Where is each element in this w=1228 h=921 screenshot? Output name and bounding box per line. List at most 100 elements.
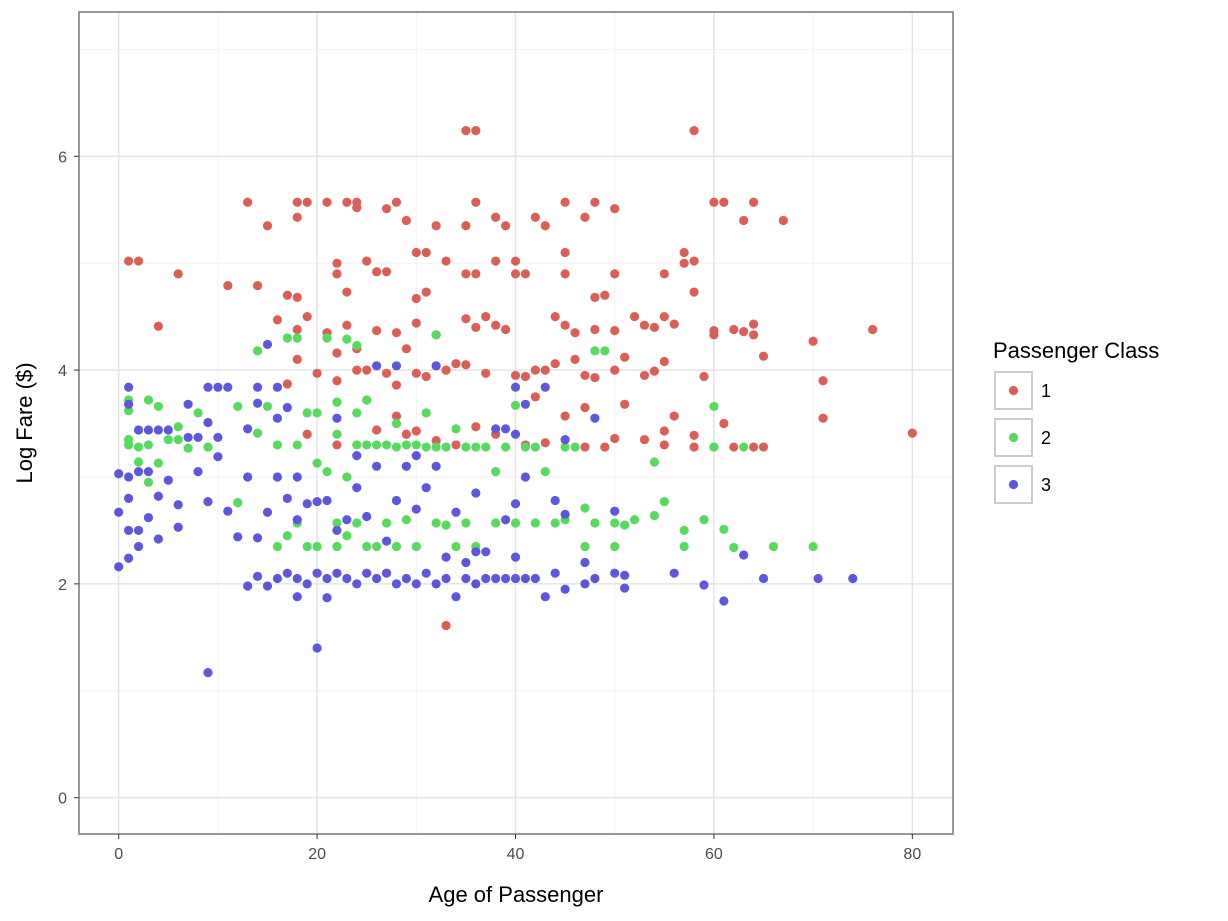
point-class-2 — [451, 424, 461, 434]
point-class-3 — [223, 382, 233, 392]
point-class-3 — [620, 570, 630, 580]
point-class-2 — [312, 408, 322, 418]
point-class-3 — [411, 451, 421, 461]
point-class-1 — [719, 197, 729, 207]
point-class-3 — [431, 461, 441, 471]
legend-label: 2 — [1041, 428, 1051, 448]
point-class-3 — [500, 573, 511, 584]
point-class-3 — [193, 467, 203, 477]
point-class-2 — [431, 518, 441, 528]
point-class-1 — [292, 354, 302, 364]
point-class-2 — [193, 408, 203, 418]
point-class-1 — [124, 256, 134, 266]
point-class-3 — [153, 491, 163, 501]
point-class-1 — [590, 292, 600, 303]
point-class-1 — [471, 197, 481, 207]
point-class-2 — [401, 515, 411, 525]
point-class-2 — [391, 418, 402, 429]
x-tick-label: 0 — [114, 846, 123, 863]
point-class-2 — [471, 442, 481, 452]
point-class-3 — [362, 568, 372, 578]
point-class-3 — [411, 504, 421, 514]
point-class-1 — [669, 319, 679, 329]
point-class-3 — [550, 495, 560, 506]
point-class-3 — [381, 568, 392, 578]
point-class-2 — [481, 442, 491, 452]
point-class-2 — [500, 442, 511, 452]
point-class-3 — [233, 532, 243, 542]
point-class-2 — [580, 503, 590, 513]
point-class-2 — [540, 467, 550, 477]
point-class-3 — [292, 592, 302, 602]
point-class-2 — [709, 401, 719, 412]
point-class-1 — [659, 426, 669, 436]
legend-label: 3 — [1041, 475, 1051, 495]
point-class-3 — [719, 596, 729, 606]
point-class-1 — [471, 322, 481, 332]
point-class-3 — [451, 592, 461, 602]
point-class-1 — [689, 287, 699, 297]
point-class-2 — [133, 457, 144, 467]
point-class-3 — [292, 515, 302, 525]
point-class-2 — [431, 330, 441, 340]
point-class-1 — [669, 411, 679, 421]
point-class-1 — [352, 203, 362, 213]
point-class-1 — [173, 269, 183, 279]
point-class-1 — [758, 442, 769, 452]
point-class-1 — [411, 368, 421, 378]
point-class-1 — [401, 429, 411, 439]
point-class-3 — [312, 568, 322, 578]
point-class-1 — [302, 429, 312, 439]
point-class-1 — [758, 351, 769, 361]
point-class-3 — [610, 568, 620, 578]
point-class-2 — [421, 408, 431, 418]
point-class-2 — [322, 333, 332, 343]
point-class-3 — [461, 573, 471, 584]
point-class-1 — [421, 371, 431, 382]
point-class-1 — [471, 422, 481, 432]
point-class-2 — [699, 515, 709, 525]
point-class-2 — [372, 440, 382, 450]
point-class-2 — [153, 458, 163, 468]
point-class-2 — [342, 334, 352, 344]
point-class-3 — [411, 579, 421, 589]
point-class-2 — [322, 467, 332, 477]
point-class-1 — [372, 325, 382, 336]
point-class-3 — [243, 424, 253, 434]
point-class-3 — [372, 573, 382, 584]
point-class-3 — [510, 573, 521, 584]
point-class-3 — [401, 461, 411, 471]
point-class-2 — [739, 442, 749, 452]
point-class-3 — [133, 541, 144, 552]
point-class-2 — [808, 541, 818, 552]
point-class-2 — [530, 518, 540, 528]
point-class-1 — [540, 365, 550, 375]
point-class-3 — [163, 425, 173, 435]
y-tick-label: 0 — [58, 791, 67, 808]
point-class-2 — [441, 520, 451, 530]
point-class-1 — [639, 434, 650, 445]
point-class-3 — [381, 536, 392, 546]
point-class-3 — [203, 496, 213, 507]
point-class-1 — [709, 197, 719, 207]
point-class-1 — [441, 365, 451, 375]
point-class-1 — [322, 197, 332, 207]
point-class-3 — [133, 467, 144, 477]
point-class-3 — [491, 573, 501, 584]
point-class-3 — [580, 557, 590, 568]
point-class-1 — [451, 359, 461, 369]
legend-title: Passenger Class — [993, 338, 1159, 363]
point-class-2 — [124, 406, 134, 416]
point-class-2 — [610, 541, 620, 552]
point-class-1 — [540, 221, 550, 231]
point-class-3 — [431, 579, 441, 589]
point-class-1 — [778, 215, 788, 226]
point-class-1 — [332, 269, 342, 279]
point-class-3 — [372, 461, 382, 471]
y-tick-label: 6 — [58, 149, 67, 166]
point-class-1 — [332, 440, 342, 450]
points-layer — [114, 126, 917, 678]
point-class-2 — [491, 467, 501, 477]
point-class-1 — [500, 221, 511, 231]
point-class-3 — [461, 557, 471, 568]
